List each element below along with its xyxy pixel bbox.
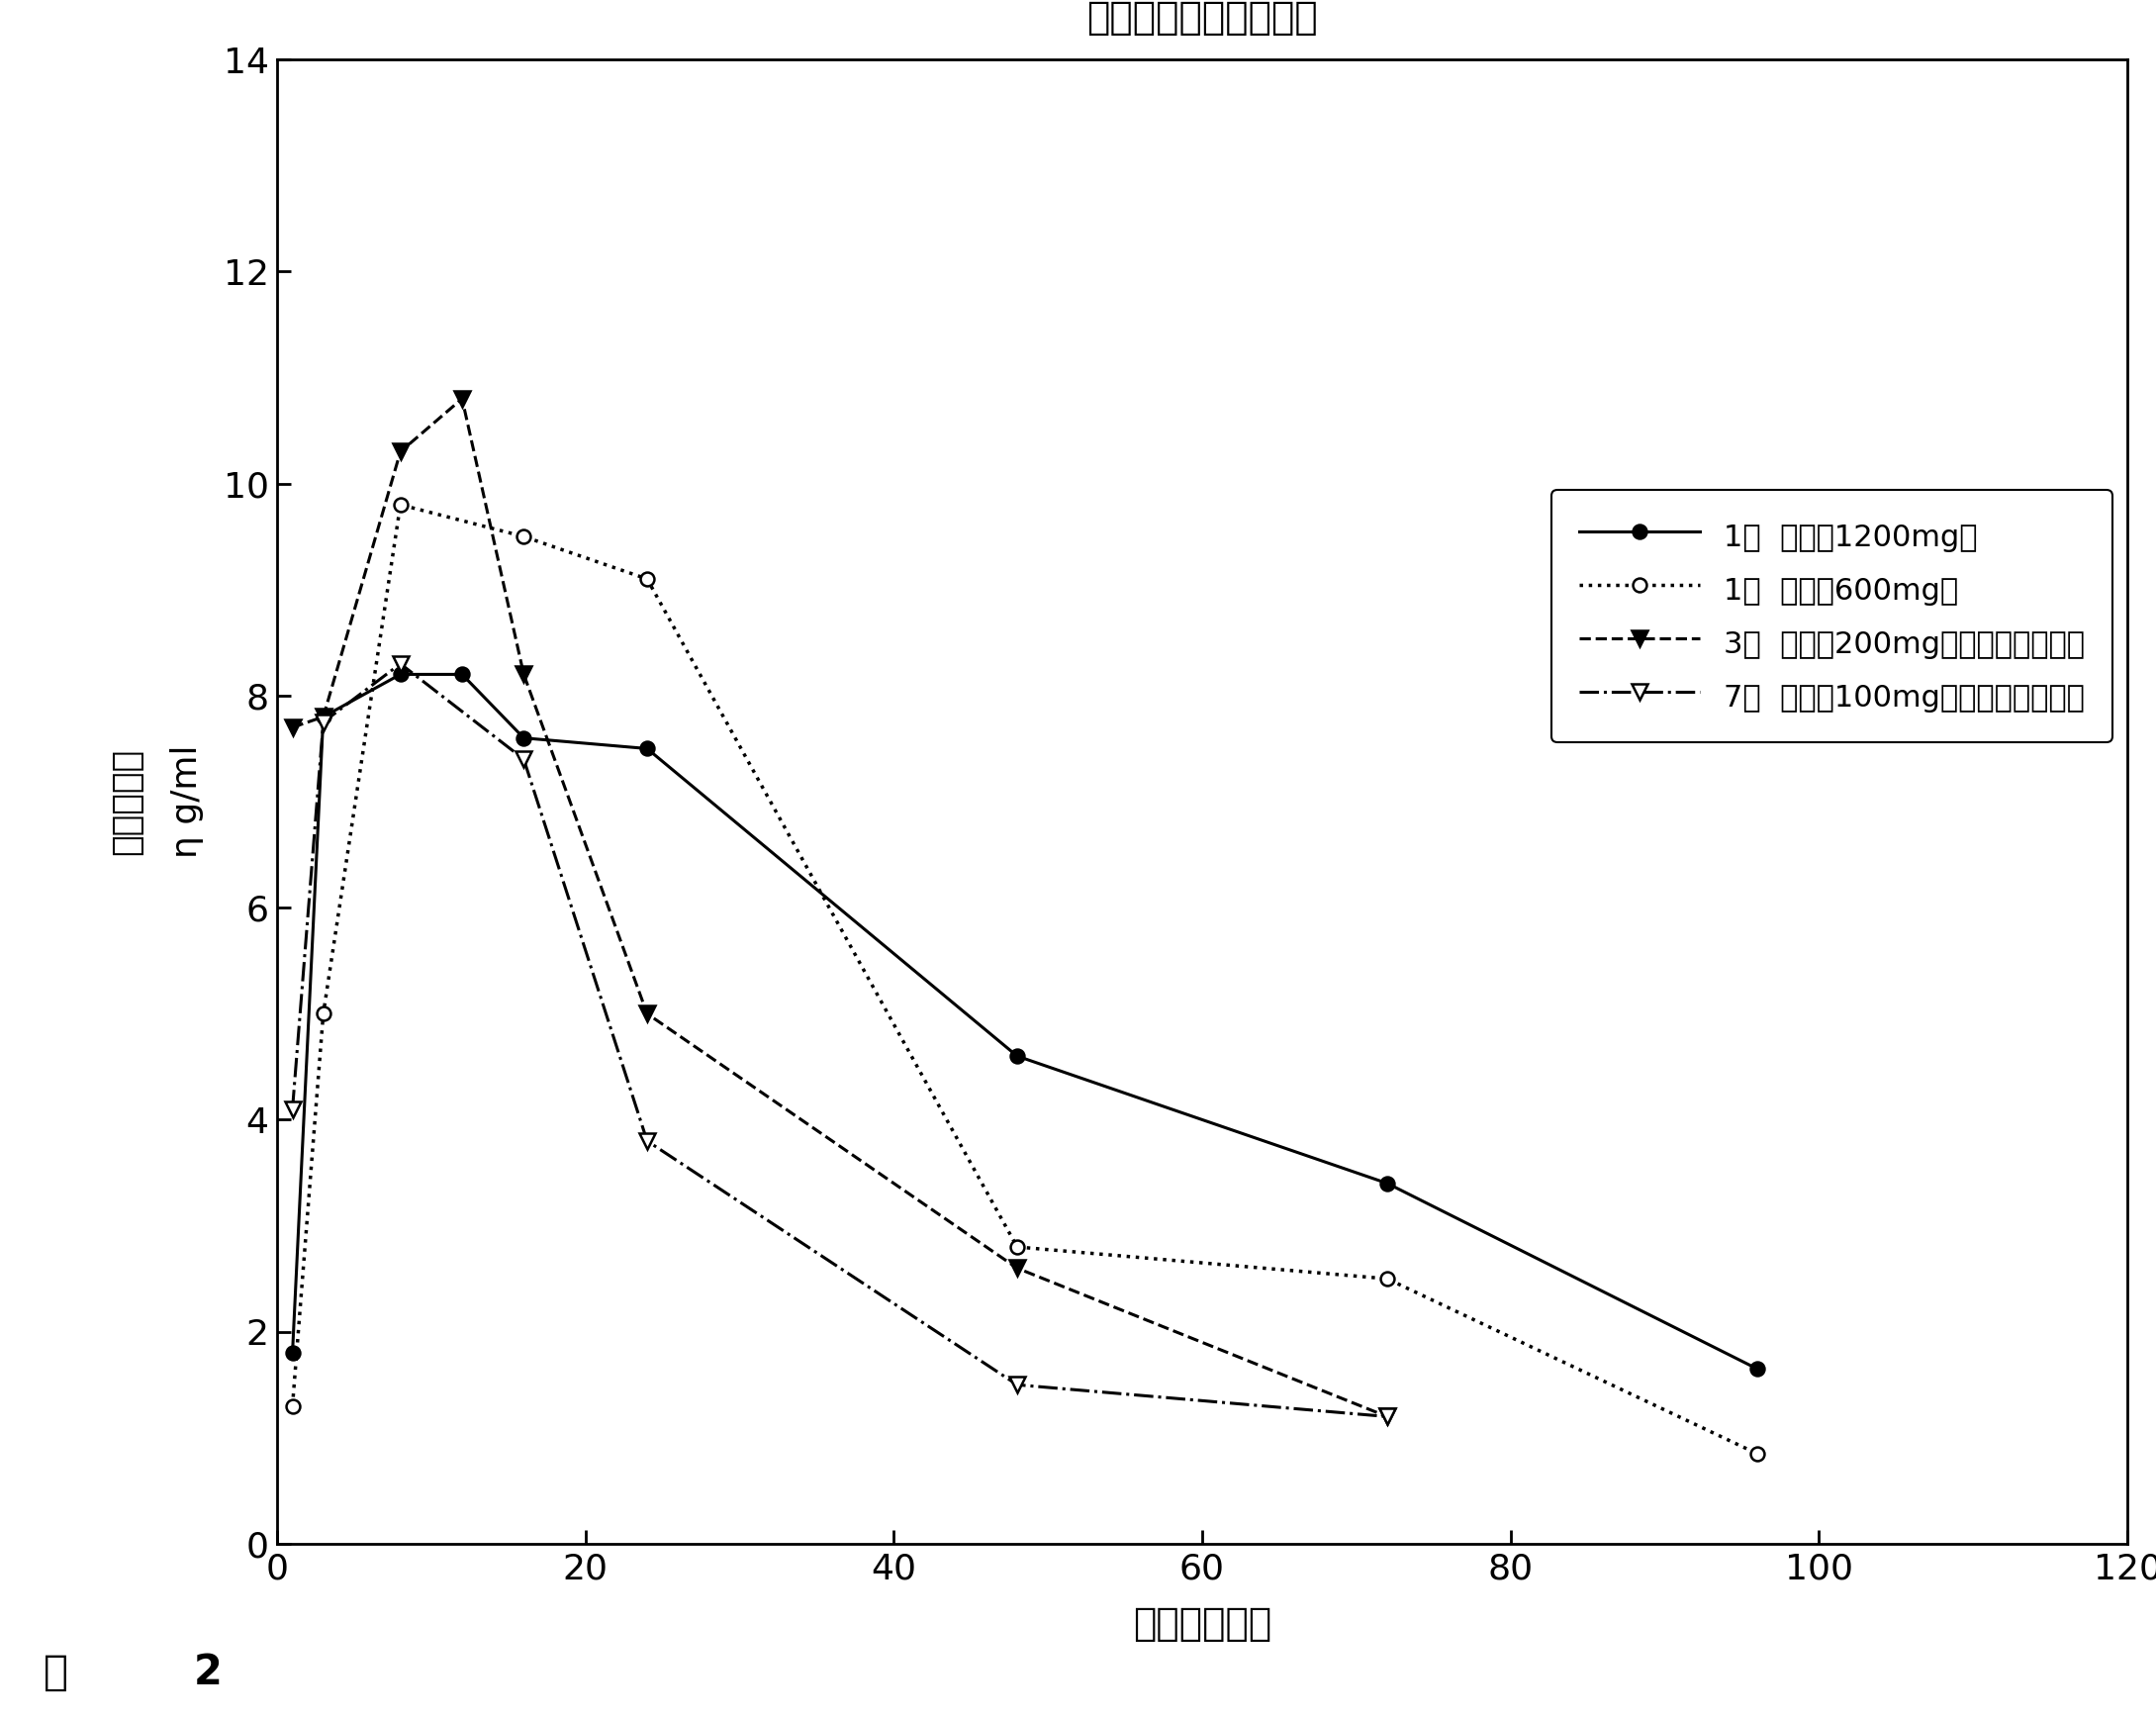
3天  霜剂（200mg），最后一次给药 [1005,1258,1031,1279]
X-axis label: 时间（小时）: 时间（小时） [1132,1606,1272,1643]
1天  霜剂（600mg） [310,1004,336,1025]
7天  霜剂（100mg），最后一次给药 [634,1131,660,1152]
Legend: 1天  胚料（1200mg）, 1天  霜剂（600mg）, 3天  霜剂（200mg），最后一次给药, 7天  霜剂（100mg），最后一次给药: 1天 胚料（1200mg）, 1天 霜剂（600mg）, 3天 霜剂（200mg… [1552,490,2113,743]
Line: 1天  霜剂（600mg）: 1天 霜剂（600mg） [285,499,1764,1461]
3天  霜剂（200mg），最后一次给药 [310,707,336,727]
3天  霜剂（200mg），最后一次给药 [280,717,306,737]
Text: 图: 图 [43,1652,67,1693]
1天  胚料（1200mg） [280,1343,306,1363]
3天  霜剂（200mg），最后一次给药 [1373,1406,1399,1427]
Text: 2: 2 [194,1652,222,1693]
1天  胚料（1200mg） [1373,1172,1399,1193]
1天  霜剂（600mg） [511,526,537,547]
7天  霜剂（100mg），最后一次给药 [280,1098,306,1119]
1天  胚料（1200mg） [1005,1045,1031,1066]
Line: 1天  胚料（1200mg）: 1天 胚料（1200mg） [285,667,1764,1375]
1天  胚料（1200mg） [310,707,336,727]
7天  霜剂（100mg），最后一次给药 [310,712,336,732]
Y-axis label: 硝酸咪康唑
η g/ml: 硝酸咪康唑 η g/ml [110,744,205,858]
1天  胚料（1200mg） [634,737,660,758]
1天  霜剂（600mg） [1373,1269,1399,1289]
1天  霜剂（600mg） [1744,1444,1770,1465]
1天  胚料（1200mg） [1744,1358,1770,1379]
3天  霜剂（200mg），最后一次给药 [634,1004,660,1025]
1天  胚料（1200mg） [511,727,537,748]
1天  胚料（1200mg） [388,664,414,684]
7天  霜剂（100mg），最后一次给药 [1005,1375,1031,1396]
1天  霜剂（600mg） [1005,1236,1031,1257]
1天  霜剂（600mg） [280,1396,306,1416]
Title: 阴道抗真菌霜剂和胚料: 阴道抗真菌霜剂和胚料 [1087,0,1317,38]
7天  霜剂（100mg），最后一次给药 [1373,1406,1399,1427]
1天  霜剂（600mg） [634,569,660,590]
3天  霜剂（200mg），最后一次给药 [448,388,474,409]
7天  霜剂（100mg），最后一次给药 [388,653,414,674]
1天  霜剂（600mg） [388,495,414,516]
Line: 3天  霜剂（200mg），最后一次给药: 3天 霜剂（200mg），最后一次给药 [285,392,1395,1423]
3天  霜剂（200mg），最后一次给药 [511,664,537,684]
1天  胚料（1200mg） [448,664,474,684]
7天  霜剂（100mg），最后一次给药 [511,749,537,770]
3天  霜剂（200mg），最后一次给药 [388,442,414,462]
Line: 7天  霜剂（100mg），最后一次给药: 7天 霜剂（100mg），最后一次给药 [285,657,1395,1423]
